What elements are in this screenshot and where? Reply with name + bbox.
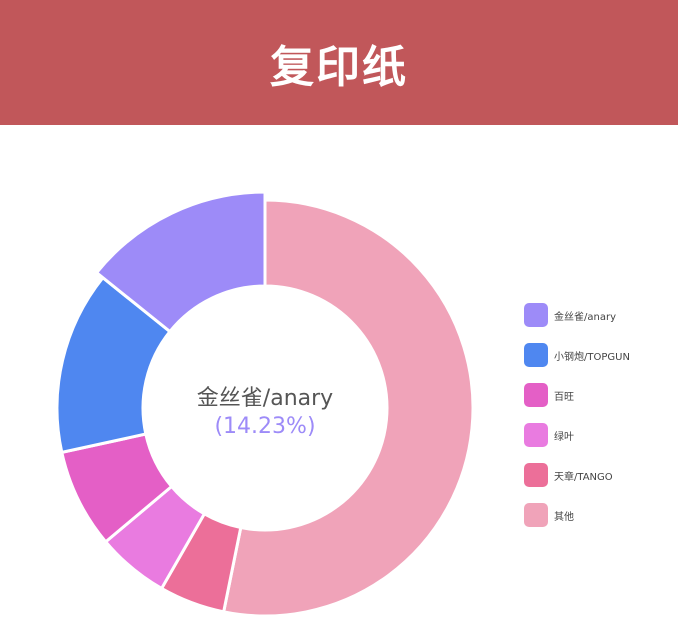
- legend-label: 金丝雀/anary: [554, 311, 616, 323]
- slice-5[interactable]: [94, 190, 267, 334]
- legend-item[interactable]: 天章/TANGO: [524, 455, 630, 495]
- center-label-percent: (14.23%): [214, 414, 316, 439]
- legend-label: 百旺: [554, 391, 574, 403]
- legend-swatch: [524, 303, 548, 327]
- legend-swatch: [524, 343, 548, 367]
- legend-item[interactable]: 其他: [524, 495, 630, 535]
- legend-swatch: [524, 423, 548, 447]
- header: 复印纸: [0, 0, 678, 125]
- legend-item[interactable]: 绿叶: [524, 415, 630, 455]
- legend-swatch: [524, 503, 548, 527]
- legend-swatch: [524, 383, 548, 407]
- page-title: 复印纸: [270, 41, 408, 93]
- legend-item[interactable]: 金丝雀/anary: [524, 295, 630, 335]
- legend-swatch: [524, 463, 548, 487]
- legend-item[interactable]: 小钢炮/TOPGUN: [524, 335, 630, 375]
- center-label: 金丝雀/anary (14.23%): [145, 380, 385, 439]
- legend-label: 小钢炮/TOPGUN: [554, 351, 630, 363]
- slice-0[interactable]: [221, 198, 475, 618]
- legend-label: 绿叶: [554, 431, 574, 443]
- legend: 金丝雀/anary 小钢炮/TOPGUN 百旺绿叶天章/TANGO 其他: [524, 295, 630, 535]
- legend-label: 天章/TANGO: [554, 471, 613, 483]
- center-label-name: 金丝雀/anary: [196, 386, 334, 411]
- legend-label: 其他: [554, 511, 574, 523]
- legend-item[interactable]: 百旺: [524, 375, 630, 415]
